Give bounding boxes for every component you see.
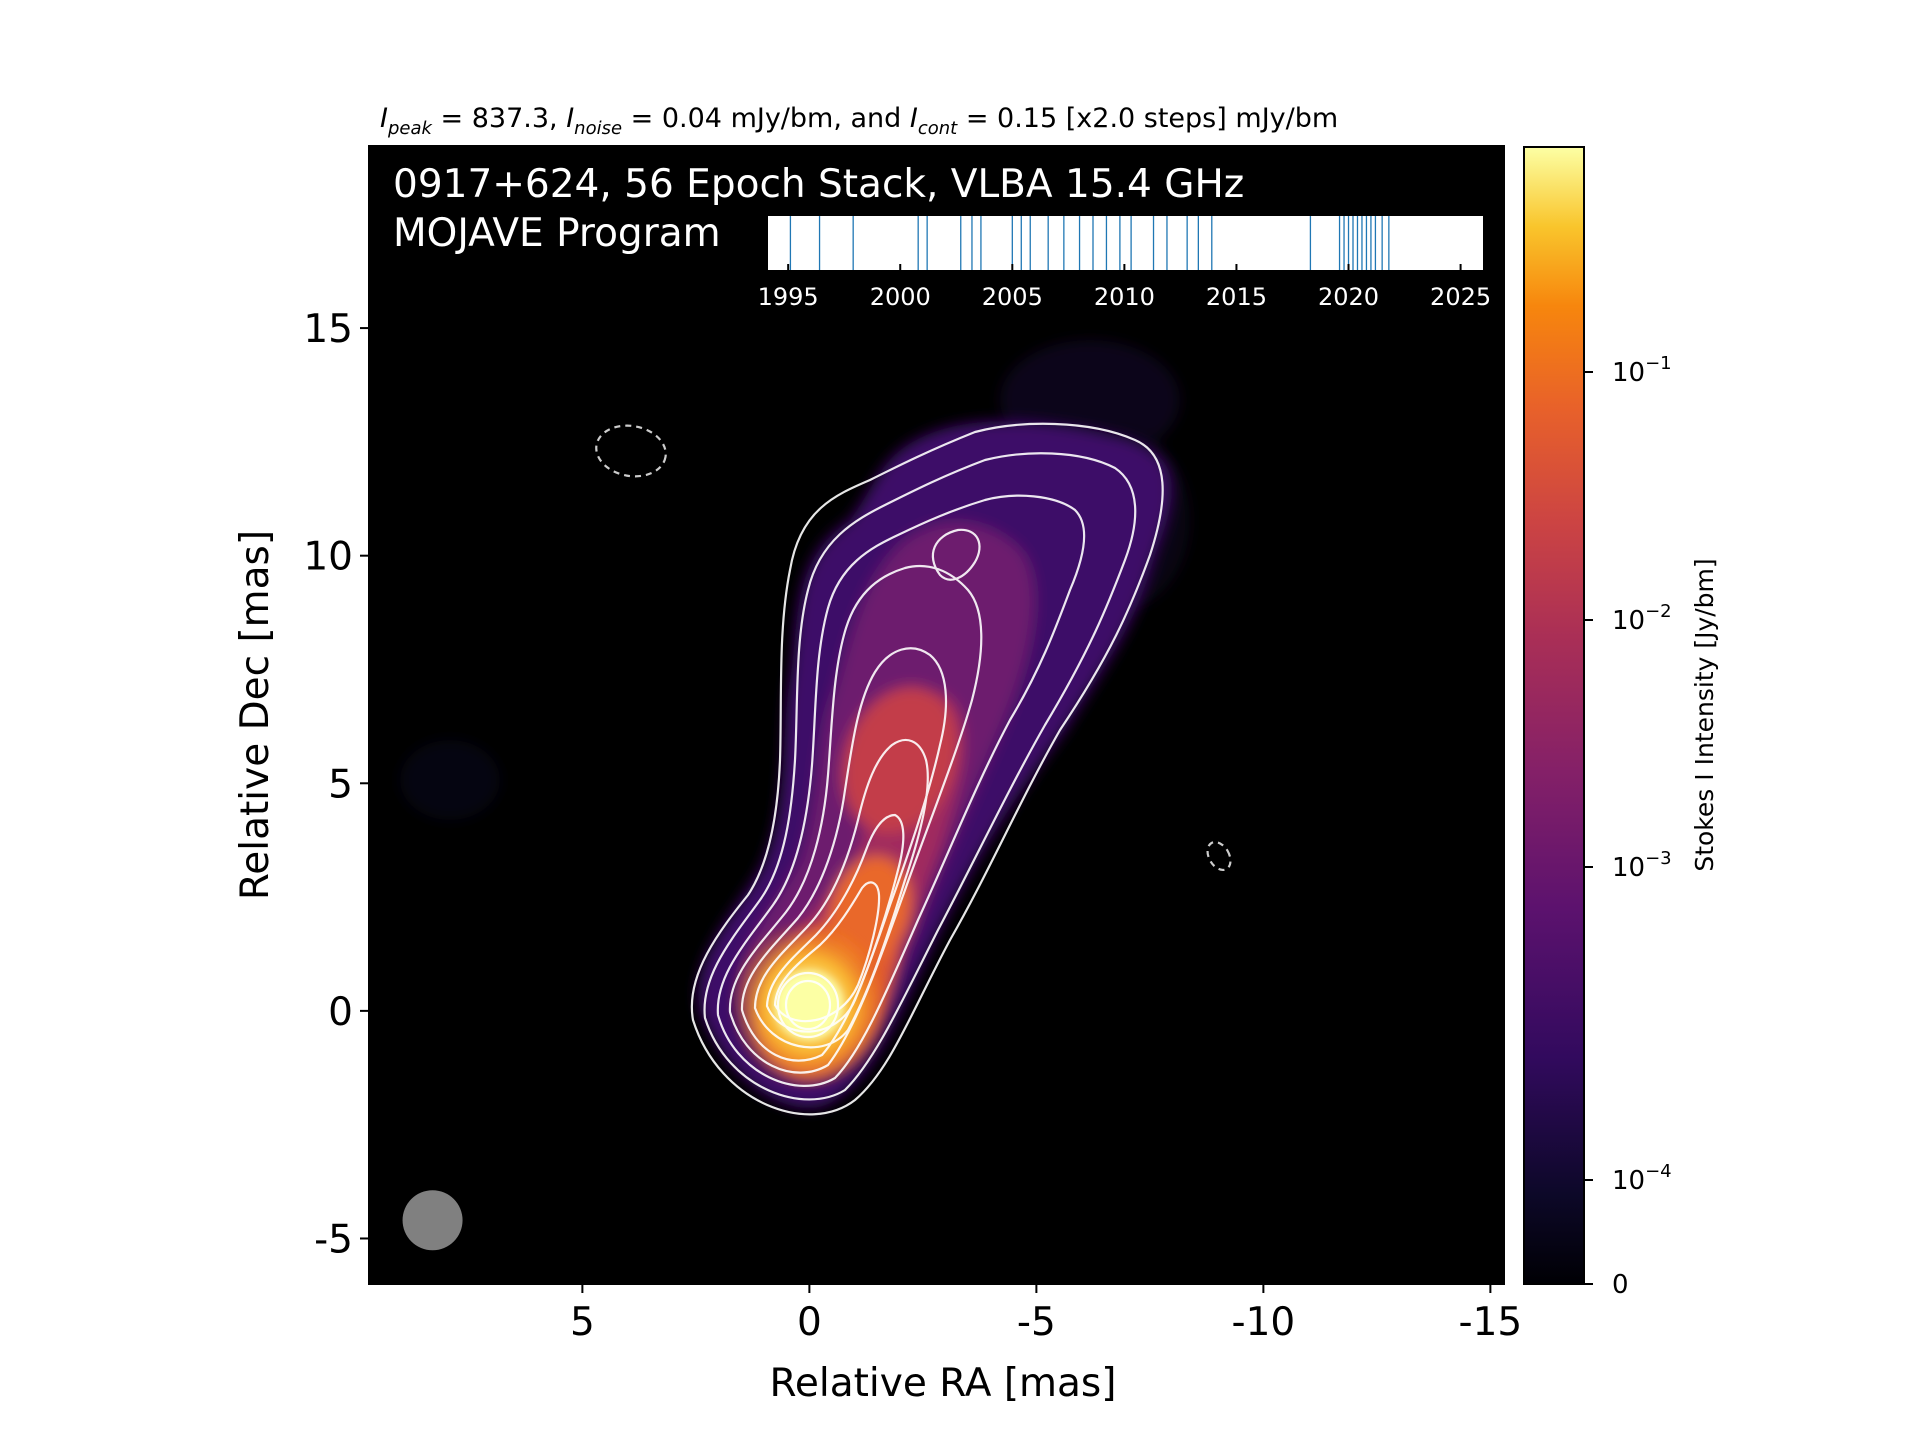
epoch-timeline: 1995 2000 2005 2010 2015 2020 2025 [758, 216, 1491, 311]
i-noise-value: 0.04 [662, 103, 722, 134]
colorbar: 10−1 10−2 10−3 10−4 0 Stokes I Intensity [Jy… [1523, 146, 1719, 1300]
colorbar-gradient [1523, 146, 1585, 1285]
y-tick-label: 0 [328, 990, 353, 1035]
emission-map [400, 340, 1232, 1116]
image-panel: 0917+624, 56 Epoch Stack, VLBA 15.4 GHz … [368, 145, 1505, 1285]
colorbar-tick-label: 10−3 [1612, 848, 1672, 883]
x-tick-label: -10 [1232, 1300, 1296, 1345]
colorbar-tick-label: 0 [1612, 1270, 1629, 1300]
y-tick-label: 10 [303, 535, 353, 580]
timeline-box [768, 216, 1483, 270]
x-axis-label: Relative RA [mas] [770, 1361, 1117, 1406]
y-tick-label: 15 [303, 307, 353, 352]
timeline-tick-label: 1995 [758, 283, 819, 311]
timeline-tick-label: 2010 [1094, 283, 1155, 311]
colorbar-ticks: 10−1 10−2 10−3 10−4 0 [1584, 353, 1672, 1300]
i-cont-value: 0.15 [997, 103, 1057, 134]
epoch-lines [789, 216, 1390, 270]
timeline-tick-label: 2005 [982, 283, 1043, 311]
negative-contours [595, 424, 1232, 872]
overlay-title: 0917+624, 56 Epoch Stack, VLBA 15.4 GHz [393, 162, 1244, 207]
timeline-tick-label: 2000 [870, 283, 931, 311]
x-tick-label: -5 [1017, 1300, 1056, 1345]
x-tick-label: -15 [1459, 1300, 1523, 1345]
y-axis-label: Relative Dec [mas] [233, 530, 278, 900]
y-axis: 15 10 5 0 -5 [303, 307, 369, 1262]
contour-lines [690, 422, 1164, 1116]
overlay-subtitle: MOJAVE Program [393, 211, 721, 256]
header-text: Ipeak = 837.3, Inoise = 0.04 mJy/bm, and… [380, 103, 1338, 139]
colorbar-label: Stokes I Intensity [Jy/bm] [1690, 558, 1719, 871]
timeline-tick-label: 2015 [1206, 283, 1267, 311]
timeline-tick-label: 2025 [1430, 283, 1491, 311]
y-tick-label: 5 [328, 762, 353, 807]
plot-frame [368, 145, 1505, 1285]
x-tick-label: 0 [797, 1300, 822, 1345]
x-tick-label: 5 [570, 1300, 595, 1345]
i-peak-value: 837.3 [472, 103, 549, 134]
colorbar-tick-label: 10−4 [1612, 1161, 1672, 1196]
beam-ellipse [402, 1190, 463, 1251]
y-tick-label: -5 [314, 1217, 353, 1262]
x-axis: 5 0 -5 -10 -15 [570, 1284, 1522, 1345]
timeline-tick-label: 2020 [1318, 283, 1379, 311]
timeline-ticks: 1995 2000 2005 2010 2015 2020 2025 [758, 264, 1491, 311]
colorbar-tick-label: 10−1 [1612, 353, 1672, 388]
colorbar-tick-label: 10−2 [1612, 601, 1672, 636]
